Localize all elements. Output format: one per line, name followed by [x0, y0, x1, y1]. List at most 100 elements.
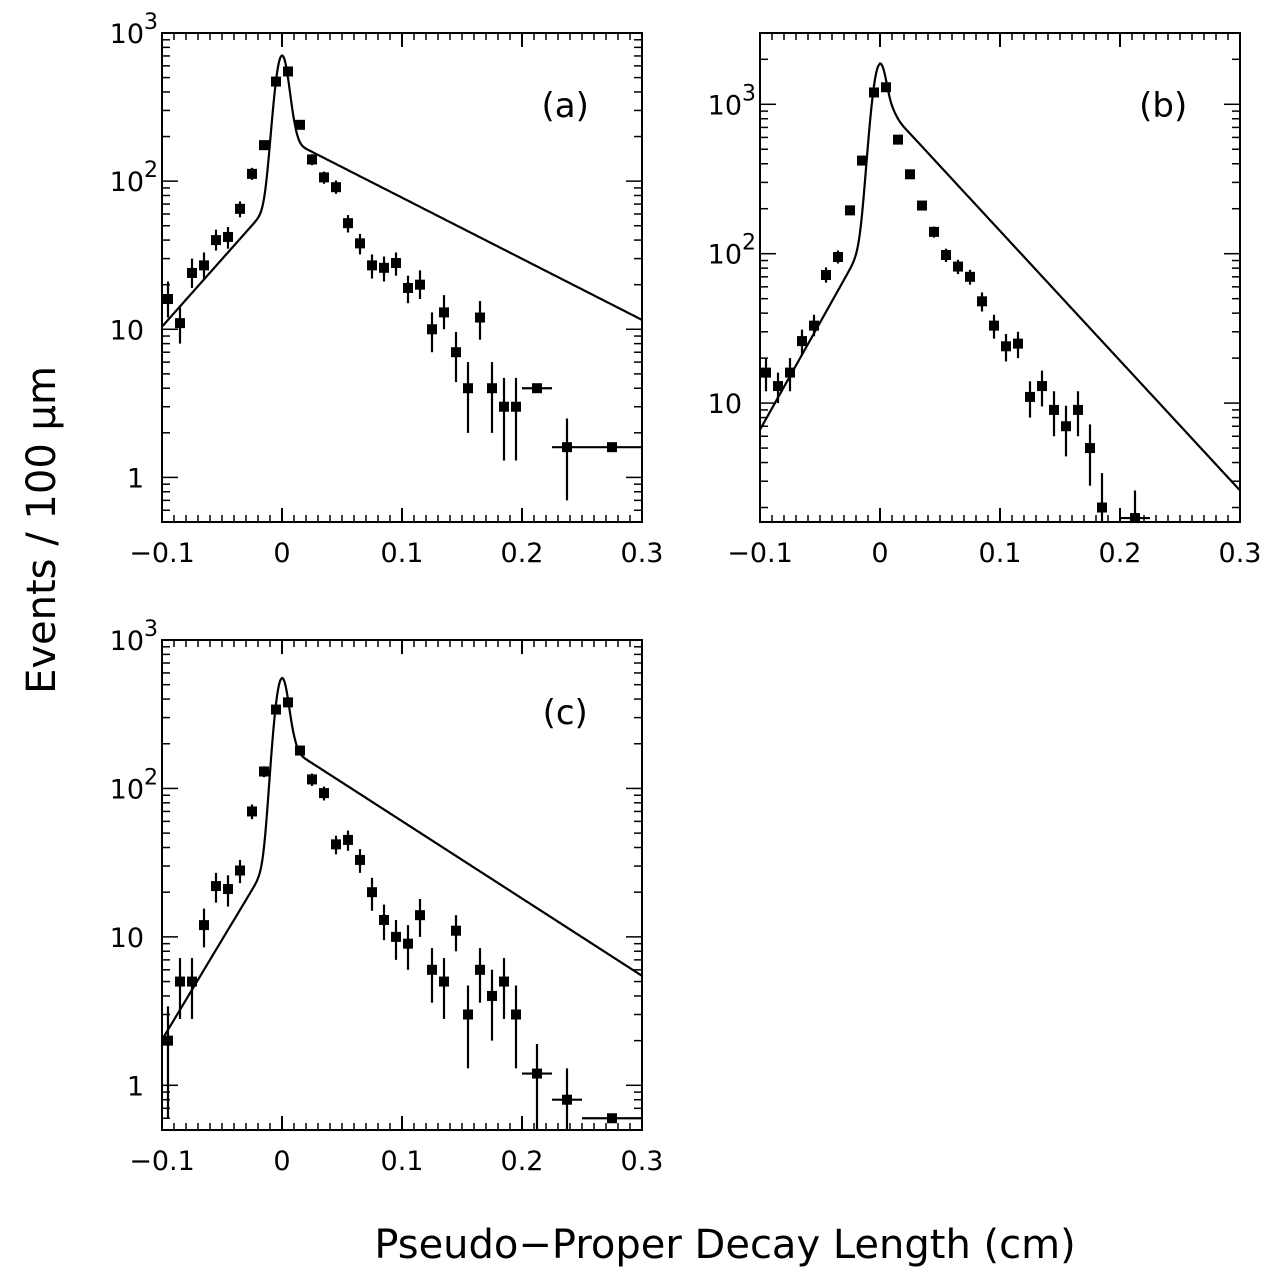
data-point	[283, 66, 293, 77]
data-point	[1073, 404, 1083, 415]
data-point	[487, 383, 497, 394]
data-point	[259, 766, 269, 777]
data-point	[211, 235, 221, 246]
fit-curve	[759, 62, 1241, 492]
y-tick-label: 103	[110, 617, 158, 657]
data-point	[223, 231, 233, 242]
y-tick-label: 102	[110, 158, 158, 198]
data-point	[1001, 341, 1011, 352]
data-point	[929, 226, 939, 237]
panel-label: (c)	[543, 693, 588, 733]
data-point	[869, 87, 879, 98]
data-point	[511, 401, 521, 412]
data-point	[439, 307, 449, 318]
data-point	[893, 134, 903, 145]
data-point	[607, 442, 617, 453]
x-tick-label: −0.1	[727, 538, 793, 569]
data-point	[379, 262, 389, 273]
data-point	[845, 205, 855, 216]
x-tick-label: 0.3	[1219, 538, 1262, 569]
x-tick-label: 0.2	[501, 538, 544, 569]
data-point	[463, 383, 473, 394]
data-point	[761, 367, 771, 378]
x-tick-label: −0.1	[129, 1146, 195, 1177]
x-tick-label: 0.1	[979, 538, 1022, 569]
panel-2: −0.1 0 0.1 0.2 0.3 103 102 10 (b)	[708, 32, 1262, 569]
data-point	[532, 383, 542, 394]
y-tick-label: 10	[110, 923, 144, 954]
x-tick-label: 0	[871, 538, 888, 569]
data-point	[187, 267, 197, 278]
data-point	[797, 336, 807, 347]
data-point	[562, 1094, 572, 1105]
data-point	[391, 931, 401, 942]
x-tick-label: 0.2	[1099, 538, 1142, 569]
data-point	[235, 203, 245, 214]
data-point	[235, 865, 245, 876]
data-point	[271, 704, 281, 715]
data-point	[821, 270, 831, 281]
data-point	[319, 788, 329, 799]
data-point	[319, 172, 329, 183]
data-point	[343, 834, 353, 845]
data-point	[475, 312, 485, 323]
x-axis-title: Pseudo−Proper Decay Length (cm)	[374, 1222, 1075, 1268]
data-point	[1025, 391, 1035, 402]
data-point	[163, 1035, 173, 1046]
y-axis-title: Events / 100 μm	[19, 366, 65, 694]
panel-label: (a)	[542, 86, 589, 126]
data-point	[1130, 513, 1140, 524]
x-tick-label: 0	[273, 538, 290, 569]
data-point	[331, 182, 341, 193]
x-tick-label: 0.2	[501, 1146, 544, 1177]
data-point	[499, 976, 509, 987]
data-point	[295, 745, 305, 756]
data-point	[977, 296, 987, 307]
data-point	[307, 774, 317, 785]
x-tick-label: 0.1	[381, 538, 424, 569]
data-point	[953, 261, 963, 272]
data-point	[415, 910, 425, 921]
data-point	[187, 976, 197, 987]
data-point	[857, 155, 867, 166]
data-point	[607, 1113, 617, 1124]
data-point	[391, 258, 401, 269]
data-point	[271, 76, 281, 87]
data-point	[427, 964, 437, 975]
data-point	[562, 442, 572, 453]
data-point	[532, 1068, 542, 1079]
data-point	[355, 854, 365, 865]
data-point	[917, 200, 927, 211]
x-tick-label: 0.1	[381, 1146, 424, 1177]
data-point	[463, 1009, 473, 1020]
data-point	[989, 320, 999, 331]
data-point	[199, 920, 209, 931]
data-point	[163, 294, 173, 305]
data-point	[439, 976, 449, 987]
data-point	[1097, 502, 1107, 513]
data-point	[175, 318, 185, 329]
data-point	[247, 168, 257, 179]
data-point	[475, 964, 485, 975]
data-point	[1061, 421, 1071, 432]
data-point	[773, 381, 783, 392]
data-point	[247, 806, 257, 817]
y-tick-label: 103	[110, 10, 158, 50]
data-point	[1049, 404, 1059, 415]
y-tick-label: 102	[110, 765, 158, 805]
data-point	[881, 82, 891, 93]
data-point	[941, 249, 951, 260]
data-point	[379, 914, 389, 925]
y-tick-label: 1	[127, 463, 144, 494]
data-point	[451, 347, 461, 358]
data-point	[175, 976, 185, 987]
data-point	[211, 881, 221, 892]
y-tick-label: 10	[110, 315, 144, 346]
data-point	[403, 938, 413, 949]
data-point	[833, 252, 843, 263]
data-point	[403, 282, 413, 293]
data-point	[965, 271, 975, 282]
data-point	[1013, 338, 1023, 349]
